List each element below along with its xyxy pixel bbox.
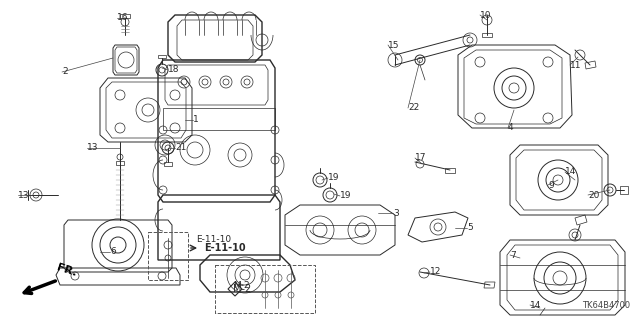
Text: 12: 12 <box>430 268 442 277</box>
Bar <box>215 265 315 313</box>
Text: 20: 20 <box>588 190 600 199</box>
Text: M-2: M-2 <box>233 281 250 291</box>
Text: 14: 14 <box>565 167 577 176</box>
Text: 7: 7 <box>510 250 516 259</box>
Text: 16: 16 <box>117 13 129 23</box>
Text: 10: 10 <box>480 11 492 19</box>
Text: 1: 1 <box>193 115 199 124</box>
Text: 15: 15 <box>388 41 399 49</box>
Text: 5: 5 <box>467 224 473 233</box>
Text: 13: 13 <box>87 144 99 152</box>
Text: TK64B4700: TK64B4700 <box>582 301 630 310</box>
Text: 4: 4 <box>508 123 514 132</box>
Text: 21: 21 <box>175 144 186 152</box>
Text: 11: 11 <box>570 61 582 70</box>
Text: 19: 19 <box>328 174 339 182</box>
Text: 9: 9 <box>548 181 554 189</box>
Text: 13: 13 <box>18 190 29 199</box>
Bar <box>148 232 188 280</box>
Text: 17: 17 <box>415 153 426 162</box>
Text: 3: 3 <box>393 209 399 218</box>
Text: FR.: FR. <box>55 262 77 278</box>
Text: 19: 19 <box>340 191 351 201</box>
Text: E-11-10: E-11-10 <box>196 235 231 244</box>
Text: 22: 22 <box>408 103 419 113</box>
Text: 14: 14 <box>530 300 541 309</box>
Text: M-2: M-2 <box>233 284 252 294</box>
Text: 18: 18 <box>168 65 179 75</box>
Text: 2: 2 <box>62 68 68 77</box>
Text: 6: 6 <box>110 248 116 256</box>
Text: E-11-10: E-11-10 <box>204 243 246 253</box>
